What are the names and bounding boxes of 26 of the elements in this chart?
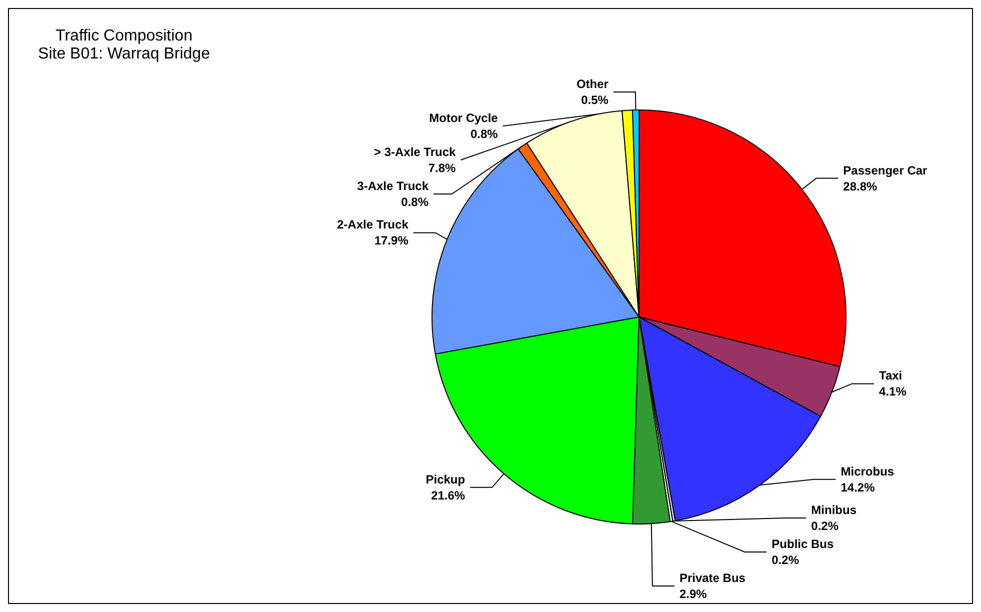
slice-label: Passenger Car	[843, 163, 928, 178]
data-label: 14.2%	[840, 480, 876, 494]
text: Site B01: Warraq Bridge	[38, 46, 210, 62]
data-label: 28.8%	[843, 179, 878, 194]
data-label: 4.1%	[879, 384, 907, 399]
slice-label: Microbus	[840, 464, 894, 478]
data-label: 7.8%	[428, 161, 456, 176]
slice-label: Pickup	[426, 472, 466, 486]
data-label: 0.5%	[581, 93, 609, 108]
data-label: 0.8%	[470, 127, 498, 142]
slice-label: Taxi	[879, 368, 902, 383]
data-label: 0.2%	[811, 519, 839, 533]
slice-label: Minibus	[811, 503, 857, 517]
slice-label: Motor Cycle	[429, 111, 498, 126]
slice-label: Public Bus	[772, 537, 834, 551]
slice-label: Other	[576, 77, 609, 92]
data-label: 0.2%	[772, 553, 800, 567]
slice-label: 3-Axle Truck	[357, 179, 429, 194]
data-label: 17.9%	[374, 234, 409, 248]
slice-label: 2-Axle Truck	[336, 218, 409, 232]
slice-label: > 3-Axle Truck	[374, 145, 456, 160]
data-label: 2.9%	[679, 587, 708, 601]
text: Traffic Composition	[56, 28, 192, 44]
data-label: 0.8%	[401, 195, 429, 210]
slice-label: Private Bus	[679, 571, 746, 585]
data-label: 21.6%	[431, 488, 466, 502]
